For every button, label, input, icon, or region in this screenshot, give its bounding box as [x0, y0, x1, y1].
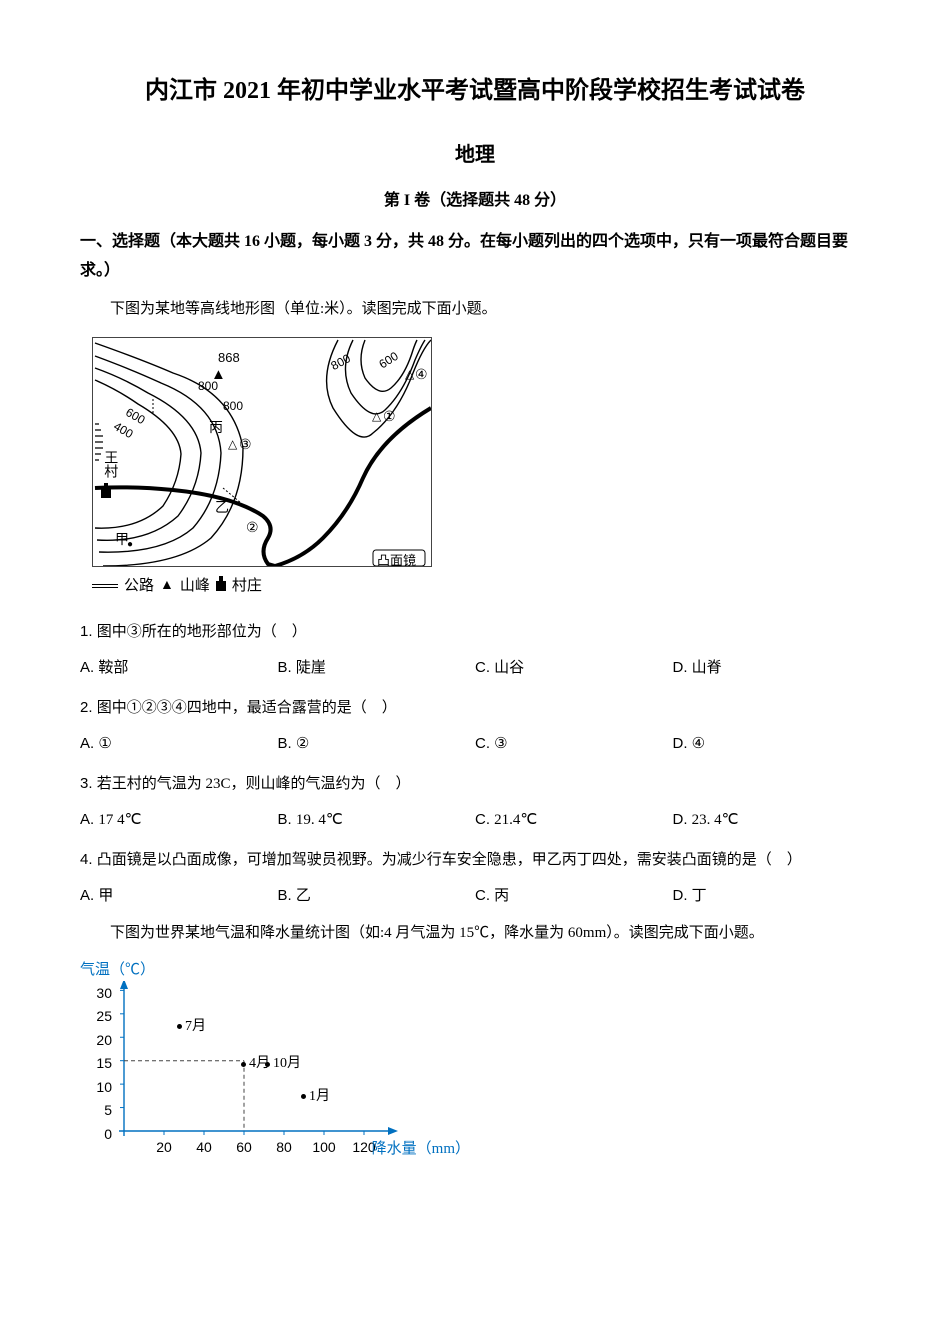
q4-B-text: 乙 [296, 888, 311, 904]
passage2-intro: 下图为世界某地气温和降水量统计图（如:4 月气温为 15℃，降水量为 60mm）… [80, 920, 870, 947]
road-icon [92, 584, 118, 588]
q4-D-text: 丁 [692, 888, 707, 904]
q2-options: A. ① B. ② C. ③ D. ④ [80, 730, 870, 758]
q4-options: A. 甲 B. 乙 C. 丙 D. 丁 [80, 882, 870, 910]
chart-xtick: 40 [190, 1135, 218, 1160]
q3-options: A. 17 4℃ B. 19. 4℃ C. 21.4℃ D. 23. 4℃ [80, 806, 870, 834]
q4-text: 凸面镜是以凸面成像，可增加驾驶员视野。为减少行车安全隐患，甲乙丙丁四处，需安装凸… [97, 852, 802, 868]
q1-A[interactable]: A. 鞍部 [80, 654, 278, 682]
legend-village: 村庄 [232, 573, 262, 600]
chart-ytick: 30 [88, 981, 112, 1006]
q1-stem: 1. 图中③所在的地形部位为（ ） [80, 618, 870, 646]
q3-C-text: 21.4℃ [494, 812, 537, 828]
subject: 地理 [80, 137, 870, 173]
contour-800a: 800 [198, 376, 218, 398]
climate-chart: 气温（℃） 051015202530 20406080100120 7月4月10… [80, 957, 460, 1167]
chart-ytick: 10 [88, 1075, 112, 1100]
topo-legend: 公路 ▲ 山峰 村庄 [92, 573, 870, 600]
q3-C[interactable]: C. 21.4℃ [475, 806, 673, 834]
q2-A[interactable]: A. ① [80, 730, 278, 758]
passage1-intro: 下图为某地等高线地形图（单位:米）。读图完成下面小题。 [80, 296, 870, 323]
volume-header: 第 I 卷（选择题共 48 分） [80, 187, 870, 216]
jia-dot: ● [127, 536, 133, 554]
village-icon [101, 480, 111, 509]
topo-svg [93, 338, 432, 567]
village-legend-icon [216, 581, 226, 591]
q2-C[interactable]: C. ③ [475, 730, 673, 758]
chart-point-jul: 7月 [177, 1014, 206, 1039]
q1-B[interactable]: B. 陡崖 [278, 654, 476, 682]
q2-stem: 2. 图中①②③④四地中，最适合露营的是（ ） [80, 694, 870, 722]
q2-C-text: ③ [494, 736, 507, 752]
chart-ytick: 15 [88, 1051, 112, 1076]
q4-D[interactable]: D. 丁 [673, 882, 871, 910]
q4-B[interactable]: B. 乙 [278, 882, 476, 910]
chart-point-oct: 10月 [265, 1051, 301, 1076]
q2-B-text: ② [296, 736, 309, 752]
chart-xlabel: 降水量（mm） [372, 1136, 470, 1163]
q3-A-text: 17 4℃ [98, 812, 141, 828]
peak-icon: ▲ [160, 573, 174, 598]
q4-A-text: 甲 [98, 888, 113, 904]
marker-1: ① [383, 405, 396, 430]
legend-road: 公路 [124, 573, 154, 600]
label-bing: 丙 [209, 416, 223, 441]
q2-D[interactable]: D. ④ [673, 730, 871, 758]
chart-point-jan: 1月 [301, 1084, 330, 1109]
chart-xtick: 100 [310, 1135, 338, 1160]
q1-C[interactable]: C. 山谷 [475, 654, 673, 682]
q1-C-text: 山谷 [494, 660, 524, 676]
legend-peak: 山峰 [180, 573, 210, 600]
contour-800b: 800 [223, 396, 243, 418]
chart-ytick: 20 [88, 1028, 112, 1053]
label-yi: 乙 [215, 496, 229, 521]
q4-stem: 4. 凸面镜是以凸面成像，可增加驾驶员视野。为减少行车安全隐患，甲乙丙丁四处，需… [80, 846, 870, 874]
section1-header: 一、选择题（本大题共 16 小题，每小题 3 分，共 48 分。在每小题列出的四… [80, 228, 870, 286]
q2-text: 图中①②③④四地中，最适合露营的是（ ） [97, 700, 397, 716]
q1-D-text: 山脊 [692, 660, 722, 676]
chart-xtick: 80 [270, 1135, 298, 1160]
chart-ytick: 25 [88, 1004, 112, 1029]
label-wang: 王村 [97, 450, 122, 478]
chart-ytick: 5 [88, 1098, 112, 1123]
q4-C[interactable]: C. 丙 [475, 882, 673, 910]
marker-1-tri: △ [372, 406, 381, 428]
q4-C-text: 丙 [494, 888, 509, 904]
q1-options: A. 鞍部 B. 陡崖 C. 山谷 D. 山脊 [80, 654, 870, 682]
q2-A-text: ① [98, 736, 111, 752]
marker-3: ③ [239, 433, 252, 458]
chart-ylabel: 气温（℃） [80, 957, 155, 984]
q3-A[interactable]: A. 17 4℃ [80, 806, 278, 834]
q1-B-text: 陡崖 [296, 660, 326, 676]
q1-text: 图中③所在的地形部位为（ ） [97, 624, 307, 640]
q1-D[interactable]: D. 山脊 [673, 654, 871, 682]
q1-A-text: 鞍部 [98, 660, 128, 676]
q3-D[interactable]: D. 23. 4℃ [673, 806, 871, 834]
chart-xtick: 60 [230, 1135, 258, 1160]
topographic-map-figure: 868 ▲ 800 800 800 600 600 400 丙 乙 甲 王村 △… [92, 337, 870, 600]
q3-B-text: 19. 4℃ [296, 812, 343, 828]
topo-map: 868 ▲ 800 800 800 600 600 400 丙 乙 甲 王村 △… [92, 337, 432, 567]
q3-stem: 3. 若王村的气温为 23C，则山峰的气温约为（ ） [80, 770, 870, 798]
q3-text: 若王村的气温为 23C，则山峰的气温约为（ ） [97, 776, 411, 792]
marker-2: ② [246, 516, 259, 541]
marker-4-tri: △ [405, 364, 414, 386]
q4-A[interactable]: A. 甲 [80, 882, 278, 910]
doc-title: 内江市 2021 年初中学业水平考试暨高中阶段学校招生考试试卷 [80, 70, 870, 113]
marker-3-tri: △ [228, 434, 237, 456]
q2-D-text: ④ [692, 736, 705, 752]
chart-ytick: 0 [88, 1122, 112, 1147]
q3-D-text: 23. 4℃ [692, 812, 739, 828]
q3-B[interactable]: B. 19. 4℃ [278, 806, 476, 834]
marker-4: ④ [415, 363, 428, 388]
convex-mirror-label: 凸面镜 [377, 549, 416, 567]
chart-xtick: 20 [150, 1135, 178, 1160]
q2-B[interactable]: B. ② [278, 730, 476, 758]
